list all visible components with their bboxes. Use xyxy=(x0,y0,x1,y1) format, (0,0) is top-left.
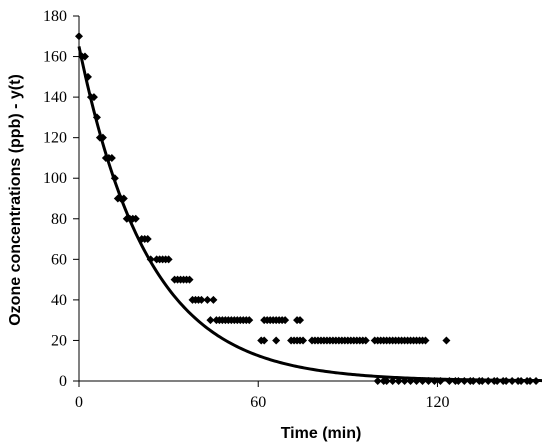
data-point xyxy=(89,93,98,102)
data-point xyxy=(185,275,194,284)
y-tick-label: 140 xyxy=(43,89,67,106)
y-tick-label: 180 xyxy=(43,8,67,25)
data-point xyxy=(92,113,101,122)
y-axis: 0 20 40 60 80 100 120 140 160 180 xyxy=(43,8,80,390)
data-point xyxy=(83,72,92,81)
data-point xyxy=(131,214,140,223)
data-point xyxy=(206,316,215,325)
data-point xyxy=(146,255,155,264)
data-point xyxy=(281,316,290,325)
data-point xyxy=(80,52,89,61)
data-point xyxy=(272,336,281,345)
data-point xyxy=(143,235,152,244)
y-tick-label: 20 xyxy=(51,332,67,349)
data-point xyxy=(203,295,212,304)
data-point xyxy=(107,153,116,162)
plot-area: 0 60 120 0 20 40 60 80 100 120 140 160 180 xyxy=(43,8,543,411)
y-tick-label: 100 xyxy=(43,170,67,187)
fit-curve xyxy=(77,46,543,383)
data-points xyxy=(75,32,541,385)
data-point xyxy=(119,194,128,203)
data-point xyxy=(98,133,107,142)
y-tick-label: 120 xyxy=(43,130,67,147)
y-tick-label: 60 xyxy=(51,251,67,268)
x-tick-label: 60 xyxy=(250,394,266,411)
x-axis: 0 60 120 xyxy=(75,380,542,411)
data-point xyxy=(209,295,218,304)
data-point xyxy=(245,316,254,325)
data-point xyxy=(110,174,119,183)
data-point xyxy=(296,316,305,325)
data-point xyxy=(164,255,173,264)
y-tick-label: 160 xyxy=(43,49,67,66)
x-tick-label: 0 xyxy=(75,394,83,411)
data-point xyxy=(260,336,269,345)
data-point xyxy=(361,336,370,345)
data-point xyxy=(442,336,451,345)
data-point xyxy=(421,336,430,345)
data-point xyxy=(299,336,308,345)
y-tick-label: 0 xyxy=(59,373,67,390)
y-tick-label: 80 xyxy=(51,211,67,228)
y-tick-label: 40 xyxy=(51,292,67,309)
x-tick-label: 120 xyxy=(425,394,449,411)
x-axis-title: Time (min) xyxy=(281,425,362,442)
data-point xyxy=(197,295,206,304)
y-axis-title: Ozone concentrations (ppb) - y(t) xyxy=(7,74,24,326)
